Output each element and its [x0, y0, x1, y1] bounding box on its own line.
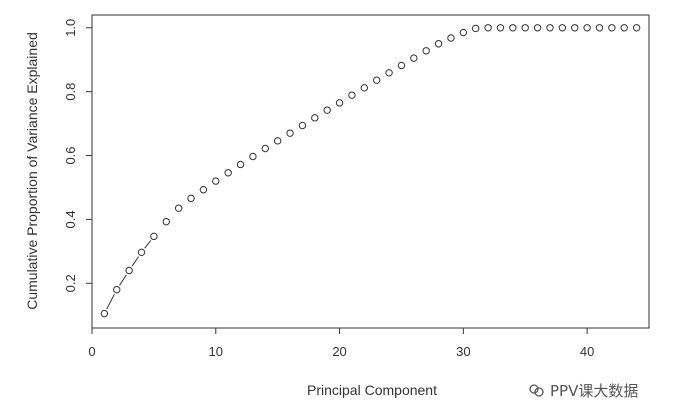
y-axis: 0.2 0.4 0.6 0.8 1.0 — [63, 19, 92, 292]
data-point — [100, 309, 109, 318]
data-point — [162, 217, 170, 226]
data-point — [348, 91, 356, 99]
data-point — [459, 28, 468, 37]
data-point — [422, 47, 430, 55]
data-point — [546, 24, 554, 32]
y-tick-label: 0.6 — [63, 146, 78, 164]
data-point — [521, 24, 529, 32]
data-point — [509, 24, 517, 32]
connector-segment — [106, 294, 115, 310]
connector-segment — [119, 274, 127, 286]
data-point — [187, 194, 195, 203]
watermark: PPV课大数据 — [528, 380, 638, 401]
data-point — [273, 137, 282, 145]
data-point — [212, 177, 220, 185]
data-point — [137, 248, 146, 257]
data-point — [472, 24, 480, 33]
data-point — [558, 24, 567, 32]
data-point — [385, 69, 393, 77]
data-point — [620, 24, 628, 32]
data-point — [608, 24, 616, 32]
data-point — [286, 129, 294, 137]
connector-segment — [144, 240, 152, 249]
y-tick-label: 0.8 — [63, 83, 78, 101]
data-point — [298, 121, 307, 130]
data-point — [533, 24, 542, 32]
data-point — [397, 61, 406, 70]
data-point — [311, 114, 319, 122]
data-point — [261, 144, 269, 153]
x-axis: 0 10 20 30 40 — [88, 328, 594, 359]
connector-lines — [106, 240, 152, 310]
data-point — [595, 24, 604, 32]
x-tick-label: 40 — [580, 344, 594, 359]
data-point — [360, 84, 369, 92]
data-point — [224, 169, 232, 177]
data-point — [150, 232, 158, 241]
x-tick-label: 0 — [88, 344, 95, 359]
y-tick-label: 0.2 — [63, 274, 78, 292]
data-point — [249, 152, 257, 161]
data-point — [484, 24, 492, 32]
connector-segment — [131, 256, 140, 267]
data-point — [632, 24, 641, 32]
data-point — [199, 186, 208, 194]
x-tick-label: 10 — [209, 344, 223, 359]
data-point — [496, 24, 505, 32]
data-point — [323, 106, 331, 114]
y-tick-label: 0.4 — [63, 210, 78, 228]
wechat-icon — [529, 383, 544, 397]
x-tick-label: 30 — [456, 344, 470, 359]
x-axis-title: Principal Component — [307, 382, 437, 398]
x-tick-label: 20 — [332, 344, 346, 359]
data-point — [372, 76, 381, 84]
y-tick-label: 1.0 — [63, 19, 78, 37]
data-point — [113, 285, 121, 294]
data-point — [447, 34, 455, 42]
data-point — [125, 266, 133, 275]
plot-frame — [91, 14, 650, 329]
data-point — [410, 54, 418, 62]
y-axis-title: Cumulative Proportion of Variance Explai… — [24, 32, 40, 310]
data-point — [583, 24, 591, 32]
data-point — [434, 40, 443, 48]
data-points — [100, 24, 641, 318]
data-point — [571, 24, 579, 32]
data-point — [174, 204, 183, 212]
watermark-text: PPV课大数据 — [550, 382, 639, 400]
data-point — [335, 99, 344, 107]
data-point — [236, 160, 245, 169]
